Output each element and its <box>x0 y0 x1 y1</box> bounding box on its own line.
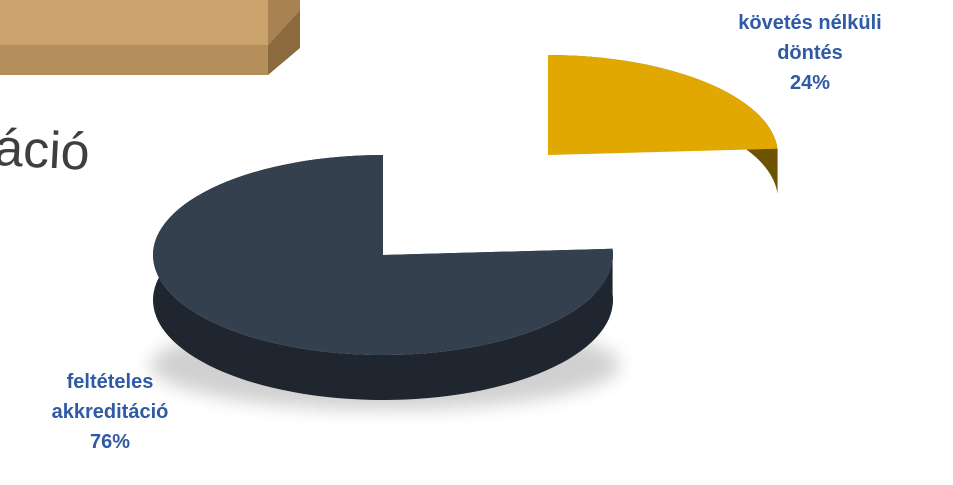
decorative-box <box>0 0 300 75</box>
pie-slice-tops <box>152 55 778 355</box>
pie-slice <box>152 155 613 355</box>
slice-label-line: döntés <box>777 42 843 64</box>
slice-label-line: akkreditáció <box>51 401 169 423</box>
slice-percent-label: 76% <box>89 431 131 453</box>
background-heading-fragment: áció <box>0 118 92 182</box>
pie-slice <box>548 55 778 155</box>
slice-label-felteteles-akkreditacio: feltételes akkreditáció 76% <box>0 367 220 457</box>
slice-label-kovetes-nelkuli-dontes: követés nélküli döntés 24% <box>690 8 930 98</box>
slice-percent-label: 24% <box>789 72 831 94</box>
slice-label-line: követés nélküli <box>738 12 882 34</box>
slice-label-line: feltételes <box>66 371 154 393</box>
